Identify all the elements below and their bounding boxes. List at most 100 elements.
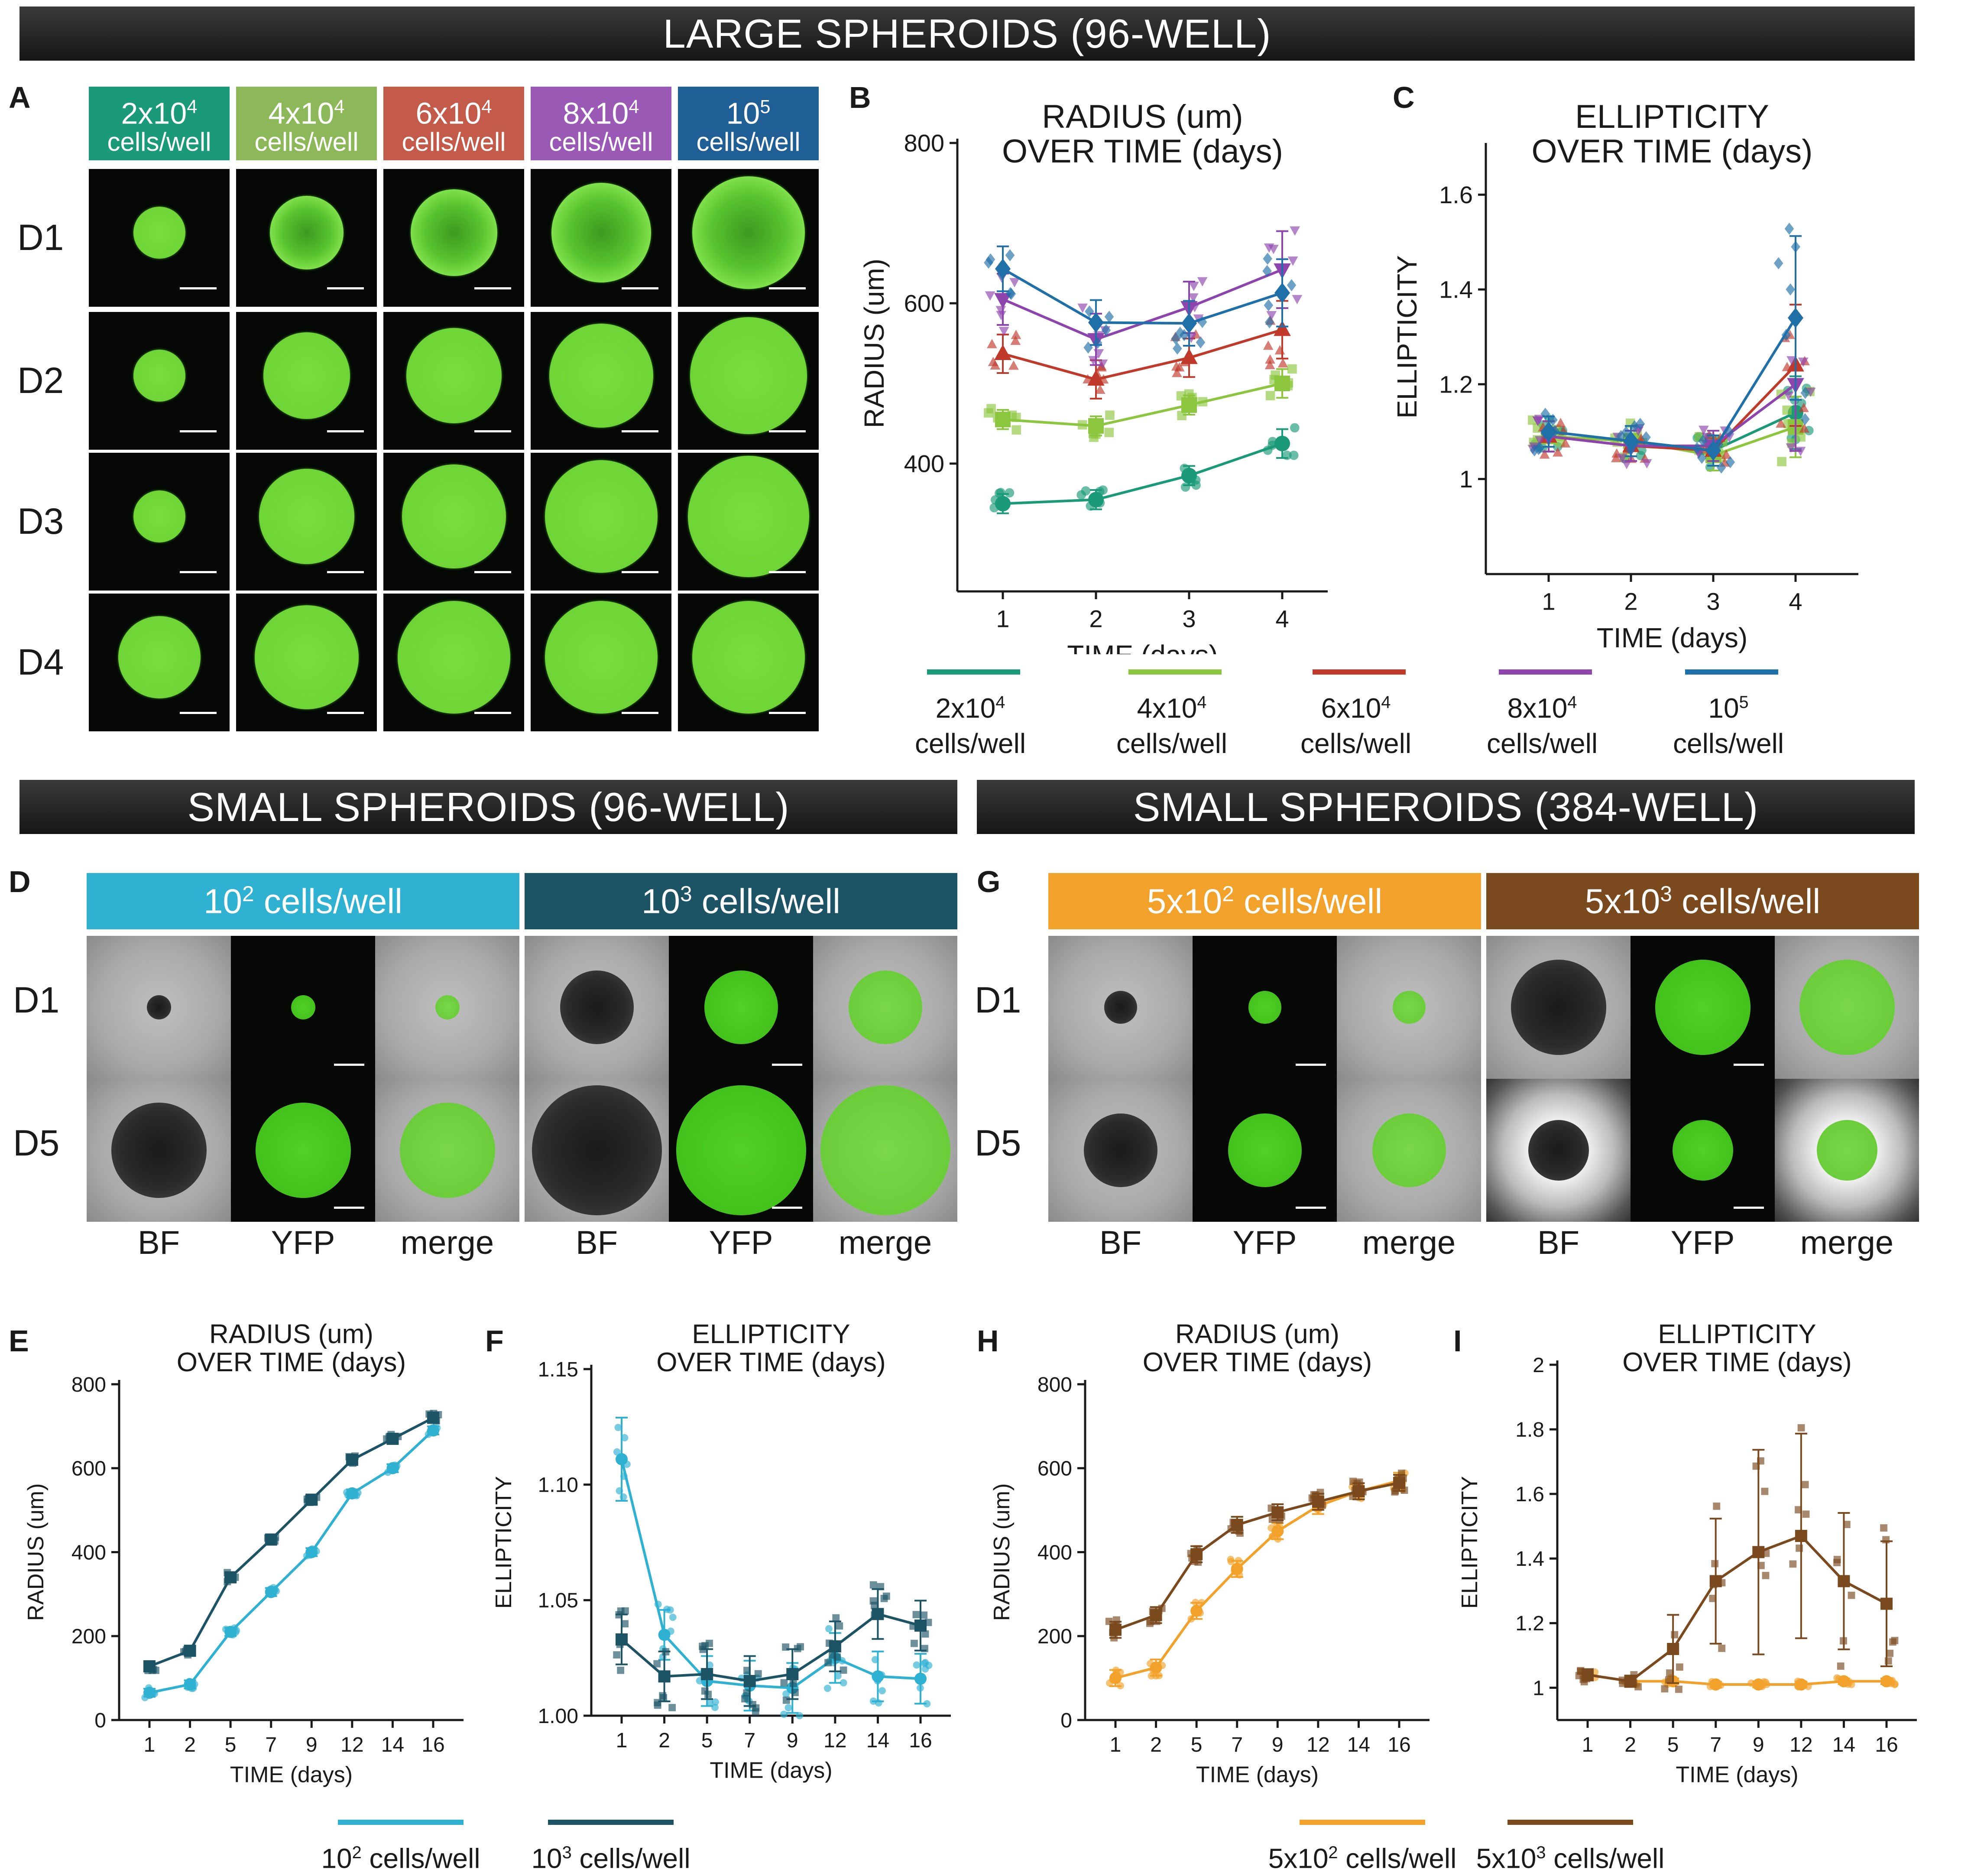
spheroid (1104, 991, 1137, 1024)
data-point (1795, 1506, 1802, 1514)
micro-bf-image (525, 1079, 669, 1222)
data-point (1231, 1519, 1243, 1531)
spheroid-image (236, 594, 377, 731)
data-point (1177, 411, 1186, 420)
channel-label-bf: BF (137, 1224, 180, 1261)
x-axis-label: TIME (days) (1067, 639, 1218, 654)
scale-bar (1734, 1207, 1764, 1209)
x-tick-label: 2 (658, 1729, 670, 1752)
spheroid (402, 464, 506, 568)
spheroid (1511, 960, 1606, 1055)
data-point (1671, 1631, 1679, 1639)
data-point (1539, 449, 1550, 459)
band-small-spheroids-384: SMALL SPHEROIDS (384-WELL) (977, 780, 1915, 834)
data-point (1799, 423, 1810, 433)
spheroid (545, 460, 658, 573)
spheroid-image (678, 453, 819, 591)
data-point (1777, 457, 1786, 467)
series-1 (1575, 1424, 1899, 1693)
data-point (743, 1675, 756, 1687)
data-point (1718, 1645, 1726, 1652)
x-tick-label: 9 (1753, 1733, 1764, 1756)
y-tick-label: 200 (1037, 1625, 1072, 1648)
data-point (741, 1695, 749, 1703)
data-point (995, 259, 1011, 279)
chart-title: OVER TIME (days) (656, 1347, 885, 1377)
panel-label-b: B (849, 81, 871, 114)
data-point (1553, 447, 1563, 457)
scale-bar (327, 430, 364, 432)
data-point (1274, 376, 1290, 391)
data-point (797, 1643, 804, 1651)
data-point (1277, 358, 1288, 368)
data-point (621, 1620, 629, 1628)
data-point (1623, 431, 1639, 451)
legend-line (548, 1820, 674, 1825)
y-tick-label: 600 (1037, 1457, 1072, 1480)
spheroid-image (89, 594, 230, 731)
data-point (1797, 1424, 1805, 1431)
micro-merge-image (375, 1079, 519, 1222)
data-point (1181, 313, 1197, 334)
series-line (1587, 1673, 1887, 1686)
data-point (1617, 454, 1627, 463)
data-point (994, 344, 1011, 360)
data-point (1838, 1675, 1850, 1688)
data-point (1266, 311, 1277, 321)
micro-yfp-image (231, 936, 375, 1079)
legend-count: 8x104 (1507, 692, 1577, 724)
data-point (706, 1699, 713, 1706)
micro-bf-image (87, 936, 231, 1079)
data-point (1190, 1605, 1203, 1617)
spheroid-image (236, 169, 377, 307)
panel-label-c: C (1393, 81, 1415, 114)
channel-label-merge: merge (400, 1224, 494, 1261)
x-axis-label: TIME (days) (1676, 1762, 1798, 1787)
data-point (621, 1607, 629, 1615)
y-tick-label: 1.2 (1439, 370, 1473, 398)
spheroid (291, 995, 315, 1019)
x-tick-label: 7 (265, 1733, 277, 1756)
panel-label-a: A (9, 81, 31, 114)
spheroid (1228, 1113, 1302, 1187)
x-tick-label: 12 (1789, 1733, 1812, 1756)
data-point (1105, 410, 1115, 420)
chart-title: OVER TIME (days) (1002, 133, 1283, 170)
data-point (1274, 320, 1291, 336)
header-count: 105 (726, 96, 771, 130)
data-point (987, 339, 997, 348)
header-2x10e4: 2x104 cells/well (89, 87, 230, 160)
series-line (1002, 442, 1283, 505)
data-point (1699, 425, 1709, 435)
data-point (1621, 460, 1632, 470)
micro-bf-image (1486, 936, 1631, 1079)
data-point (224, 1626, 237, 1638)
x-tick-label: 14 (381, 1733, 404, 1756)
spheroid-image (89, 453, 230, 591)
legend-line (338, 1820, 464, 1825)
channel-label-yfp: YFP (271, 1224, 335, 1261)
data-point (872, 1608, 884, 1620)
data-point (1711, 1560, 1719, 1568)
scale-bar (622, 571, 658, 573)
spheroid (133, 490, 185, 542)
data-point (1721, 449, 1731, 459)
series-0 (1578, 1668, 1899, 1691)
channel-label-bf: BF (1099, 1224, 1142, 1261)
data-point (1713, 1503, 1721, 1510)
series-line (1002, 328, 1283, 381)
data-point (1289, 451, 1299, 460)
x-tick-label: 5 (701, 1729, 713, 1752)
data-point (1009, 278, 1020, 288)
x-tick-label: 5 (1191, 1733, 1203, 1756)
data-point (1188, 293, 1199, 303)
y-tick-label: 1.15 (538, 1358, 578, 1381)
scale-bar (1734, 1064, 1764, 1066)
data-point (1889, 1638, 1896, 1646)
data-point (1799, 402, 1809, 412)
header-text: 5x103 cells/well (1585, 881, 1821, 921)
x-tick-label: 2 (1624, 587, 1637, 615)
data-point (1611, 453, 1621, 462)
spheroid (1799, 960, 1895, 1055)
